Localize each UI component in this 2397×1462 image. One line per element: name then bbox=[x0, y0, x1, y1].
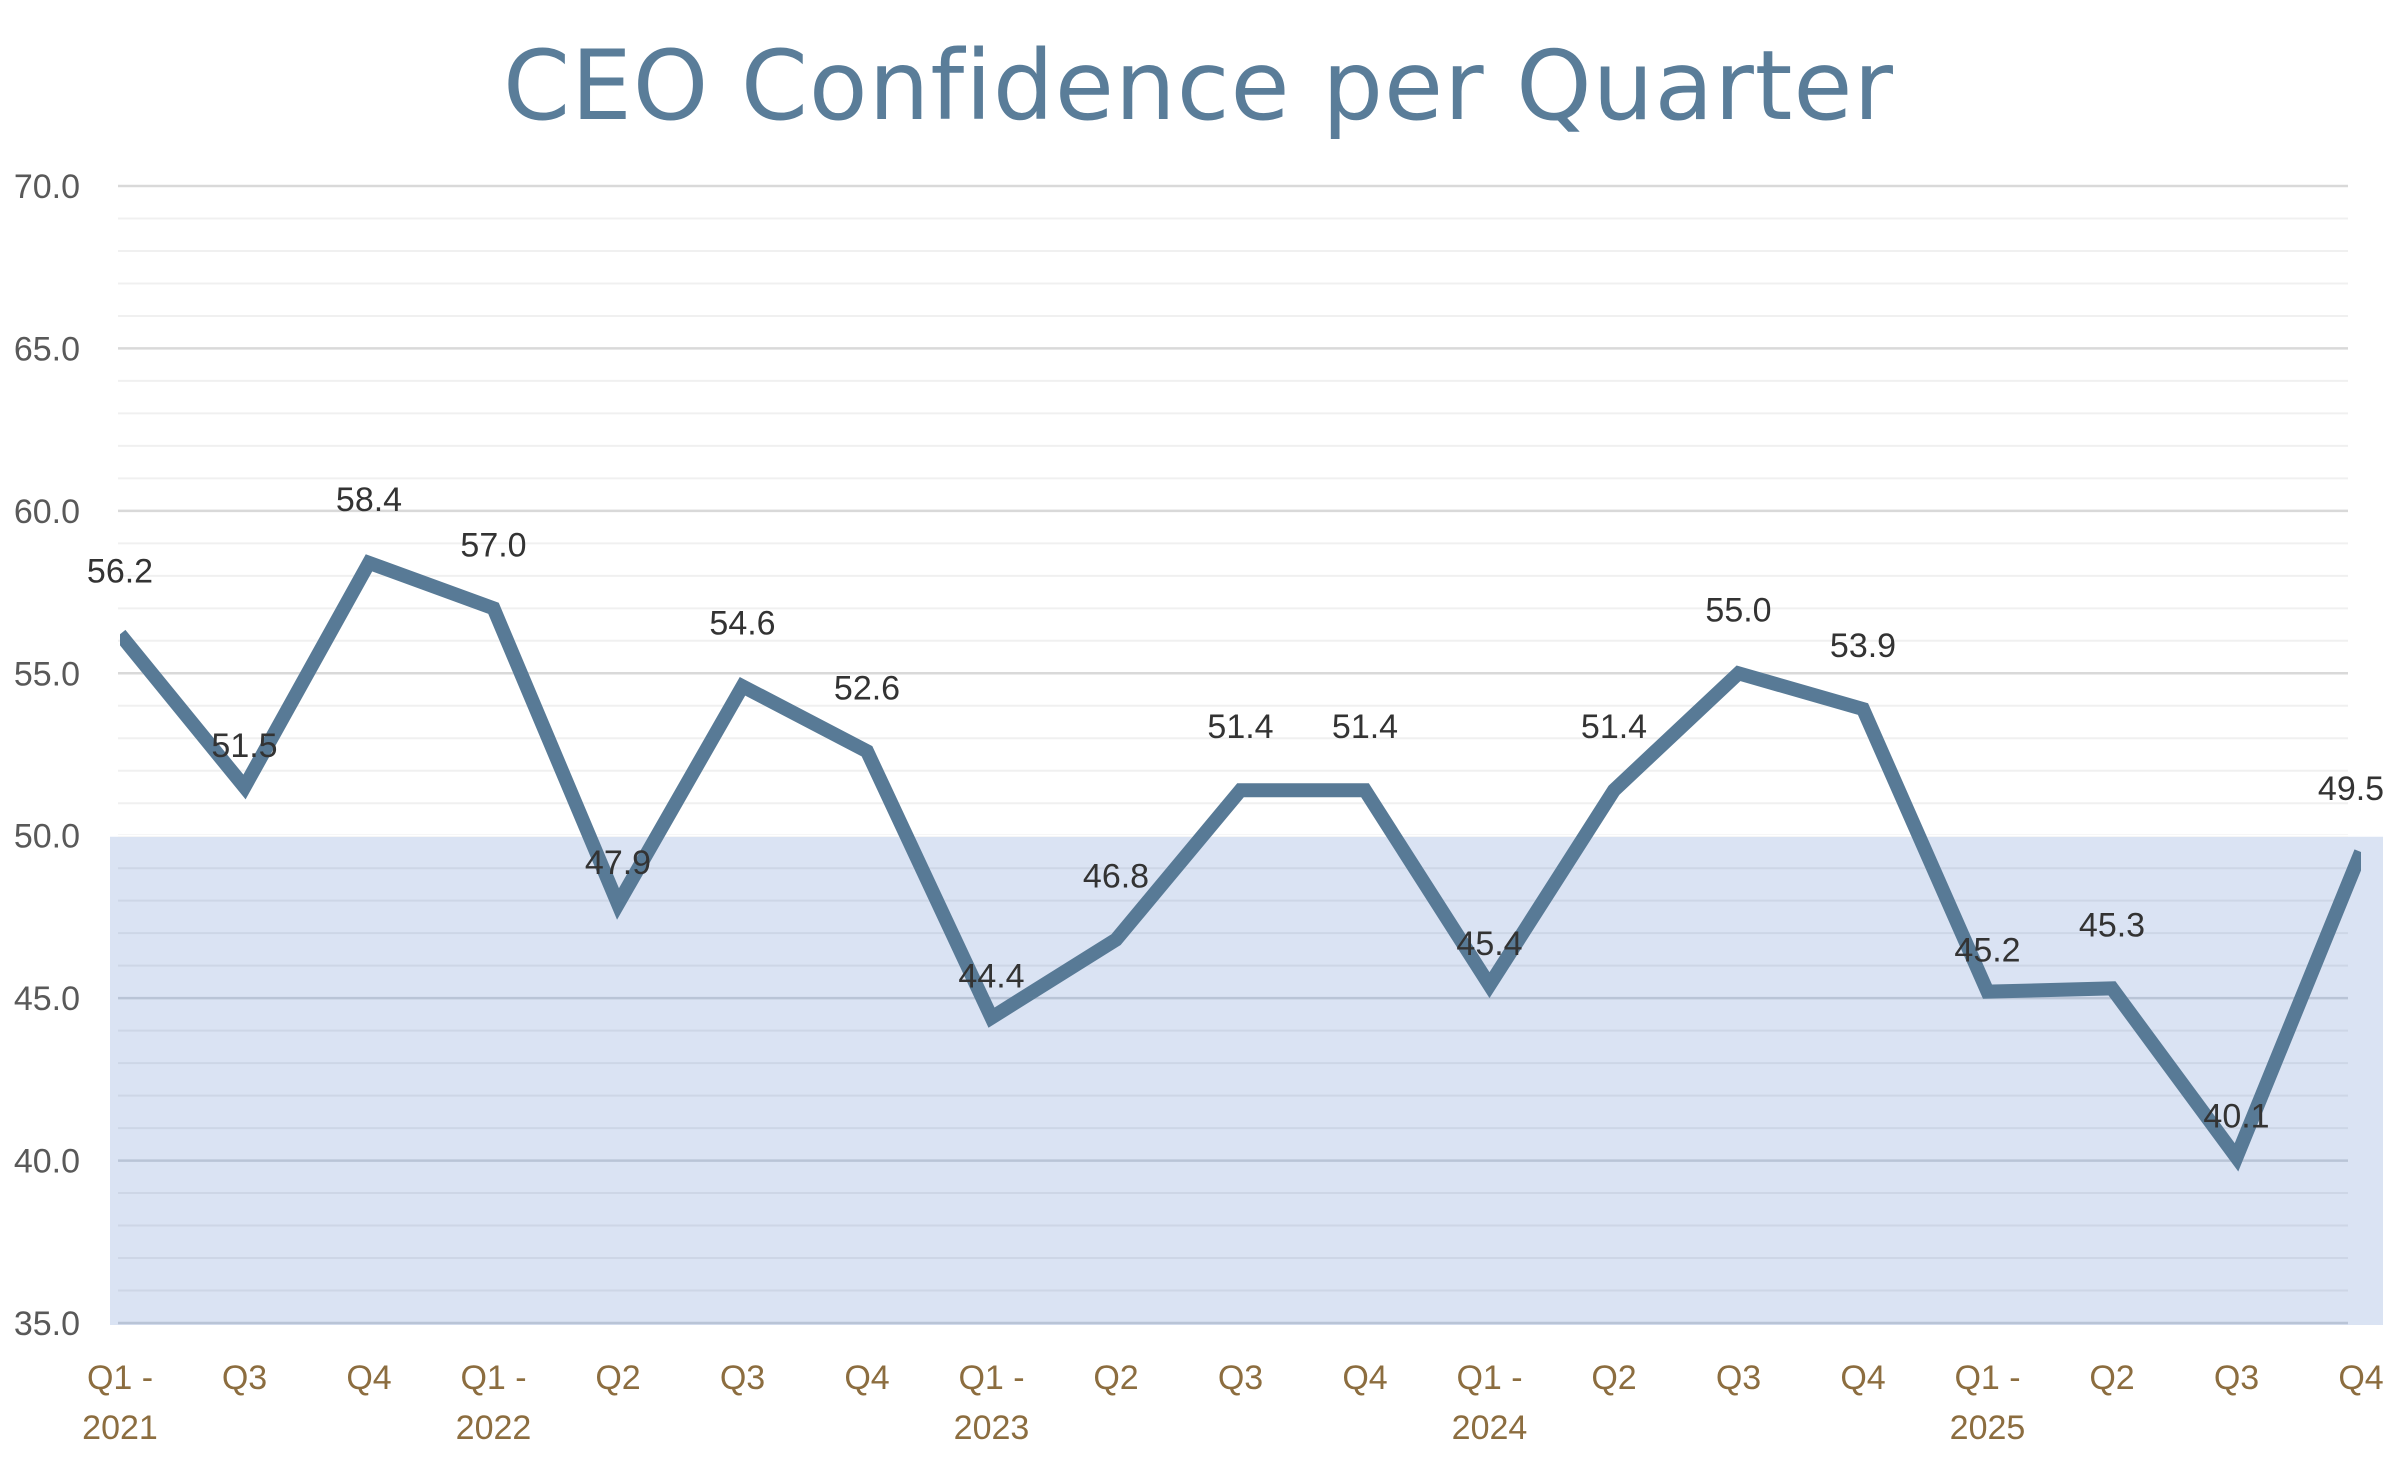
x-tick-label: Q3 bbox=[222, 1359, 267, 1397]
data-label: 53.9 bbox=[1830, 627, 1896, 665]
data-point bbox=[1607, 783, 1621, 797]
data-point bbox=[1234, 783, 1248, 797]
data-label: 54.6 bbox=[709, 604, 775, 642]
data-point bbox=[238, 780, 252, 794]
x-tick-label: Q4 bbox=[346, 1359, 391, 1397]
data-label: 47.9 bbox=[585, 844, 651, 882]
data-label: 57.0 bbox=[460, 526, 526, 564]
x-tick-label: 2024 bbox=[1452, 1409, 1528, 1447]
x-tick-label: Q1 - bbox=[1954, 1359, 2020, 1397]
data-point bbox=[1483, 978, 1497, 992]
x-tick-label: Q4 bbox=[844, 1359, 889, 1397]
data-point bbox=[487, 601, 501, 615]
y-tick-label: 35.0 bbox=[14, 1305, 80, 1343]
data-label: 58.4 bbox=[336, 481, 402, 519]
x-tick-label: Q1 - bbox=[460, 1359, 526, 1397]
y-tick-label: 40.0 bbox=[14, 1143, 80, 1181]
x-tick-label: Q2 bbox=[1093, 1359, 1138, 1397]
data-label: 52.6 bbox=[834, 669, 900, 707]
x-tick-label: Q3 bbox=[1716, 1359, 1761, 1397]
data-label: 45.4 bbox=[1456, 925, 1522, 963]
y-tick-label: 45.0 bbox=[14, 980, 80, 1018]
x-tick-label: Q1 - bbox=[87, 1359, 153, 1397]
threshold-band bbox=[110, 835, 2383, 1325]
x-tick-label: Q4 bbox=[2338, 1359, 2383, 1397]
data-point bbox=[1732, 666, 1746, 680]
data-label: 45.2 bbox=[1954, 932, 2020, 970]
x-tick-label: Q2 bbox=[2089, 1359, 2134, 1397]
data-point bbox=[1856, 702, 1870, 716]
data-label: 55.0 bbox=[1705, 591, 1771, 629]
x-tick-label: Q3 bbox=[2214, 1359, 2259, 1397]
data-point bbox=[860, 744, 874, 758]
data-label: 49.5 bbox=[2318, 770, 2384, 808]
data-label: 44.4 bbox=[958, 958, 1024, 996]
series-line bbox=[120, 554, 2361, 1172]
data-point bbox=[1109, 933, 1123, 947]
x-tick-label: Q4 bbox=[1342, 1359, 1387, 1397]
data-point bbox=[113, 627, 127, 641]
data-label: 51.5 bbox=[211, 727, 277, 765]
x-tick-label: Q4 bbox=[1840, 1359, 1885, 1397]
y-tick-label: 65.0 bbox=[14, 330, 80, 368]
x-tick-label: Q2 bbox=[595, 1359, 640, 1397]
data-point bbox=[2354, 845, 2368, 859]
x-tick-label: Q1 - bbox=[1456, 1359, 1522, 1397]
y-tick-label: 50.0 bbox=[14, 818, 80, 856]
data-point bbox=[1358, 783, 1372, 797]
data-point bbox=[2105, 981, 2119, 995]
x-tick-label: 2023 bbox=[954, 1409, 1030, 1447]
y-tick-label: 60.0 bbox=[14, 493, 80, 531]
data-label: 51.4 bbox=[1207, 708, 1273, 746]
chart-title: CEO Confidence per Quarter bbox=[503, 30, 1894, 142]
data-point bbox=[611, 897, 625, 911]
data-label: 51.4 bbox=[1332, 708, 1398, 746]
x-tick-label: Q3 bbox=[720, 1359, 765, 1397]
data-point bbox=[362, 556, 376, 570]
data-point bbox=[985, 1011, 999, 1025]
y-tick-label: 70.0 bbox=[14, 168, 80, 206]
data-label: 40.1 bbox=[2203, 1097, 2269, 1135]
x-tick-label: Q1 - bbox=[958, 1359, 1024, 1397]
data-point bbox=[736, 679, 750, 693]
data-point bbox=[1981, 985, 1995, 999]
x-tick-label: Q3 bbox=[1218, 1359, 1263, 1397]
data-label: 56.2 bbox=[87, 552, 153, 590]
data-label: 51.4 bbox=[1581, 708, 1647, 746]
data-point bbox=[2230, 1150, 2244, 1164]
x-tick-label: 2022 bbox=[456, 1409, 532, 1447]
x-tick-label: 2021 bbox=[82, 1409, 158, 1447]
data-label: 45.3 bbox=[2079, 906, 2145, 944]
x-tick-label: Q2 bbox=[1591, 1359, 1636, 1397]
data-label: 46.8 bbox=[1083, 858, 1149, 896]
y-tick-label: 55.0 bbox=[14, 655, 80, 693]
x-tick-label: 2025 bbox=[1950, 1409, 2026, 1447]
